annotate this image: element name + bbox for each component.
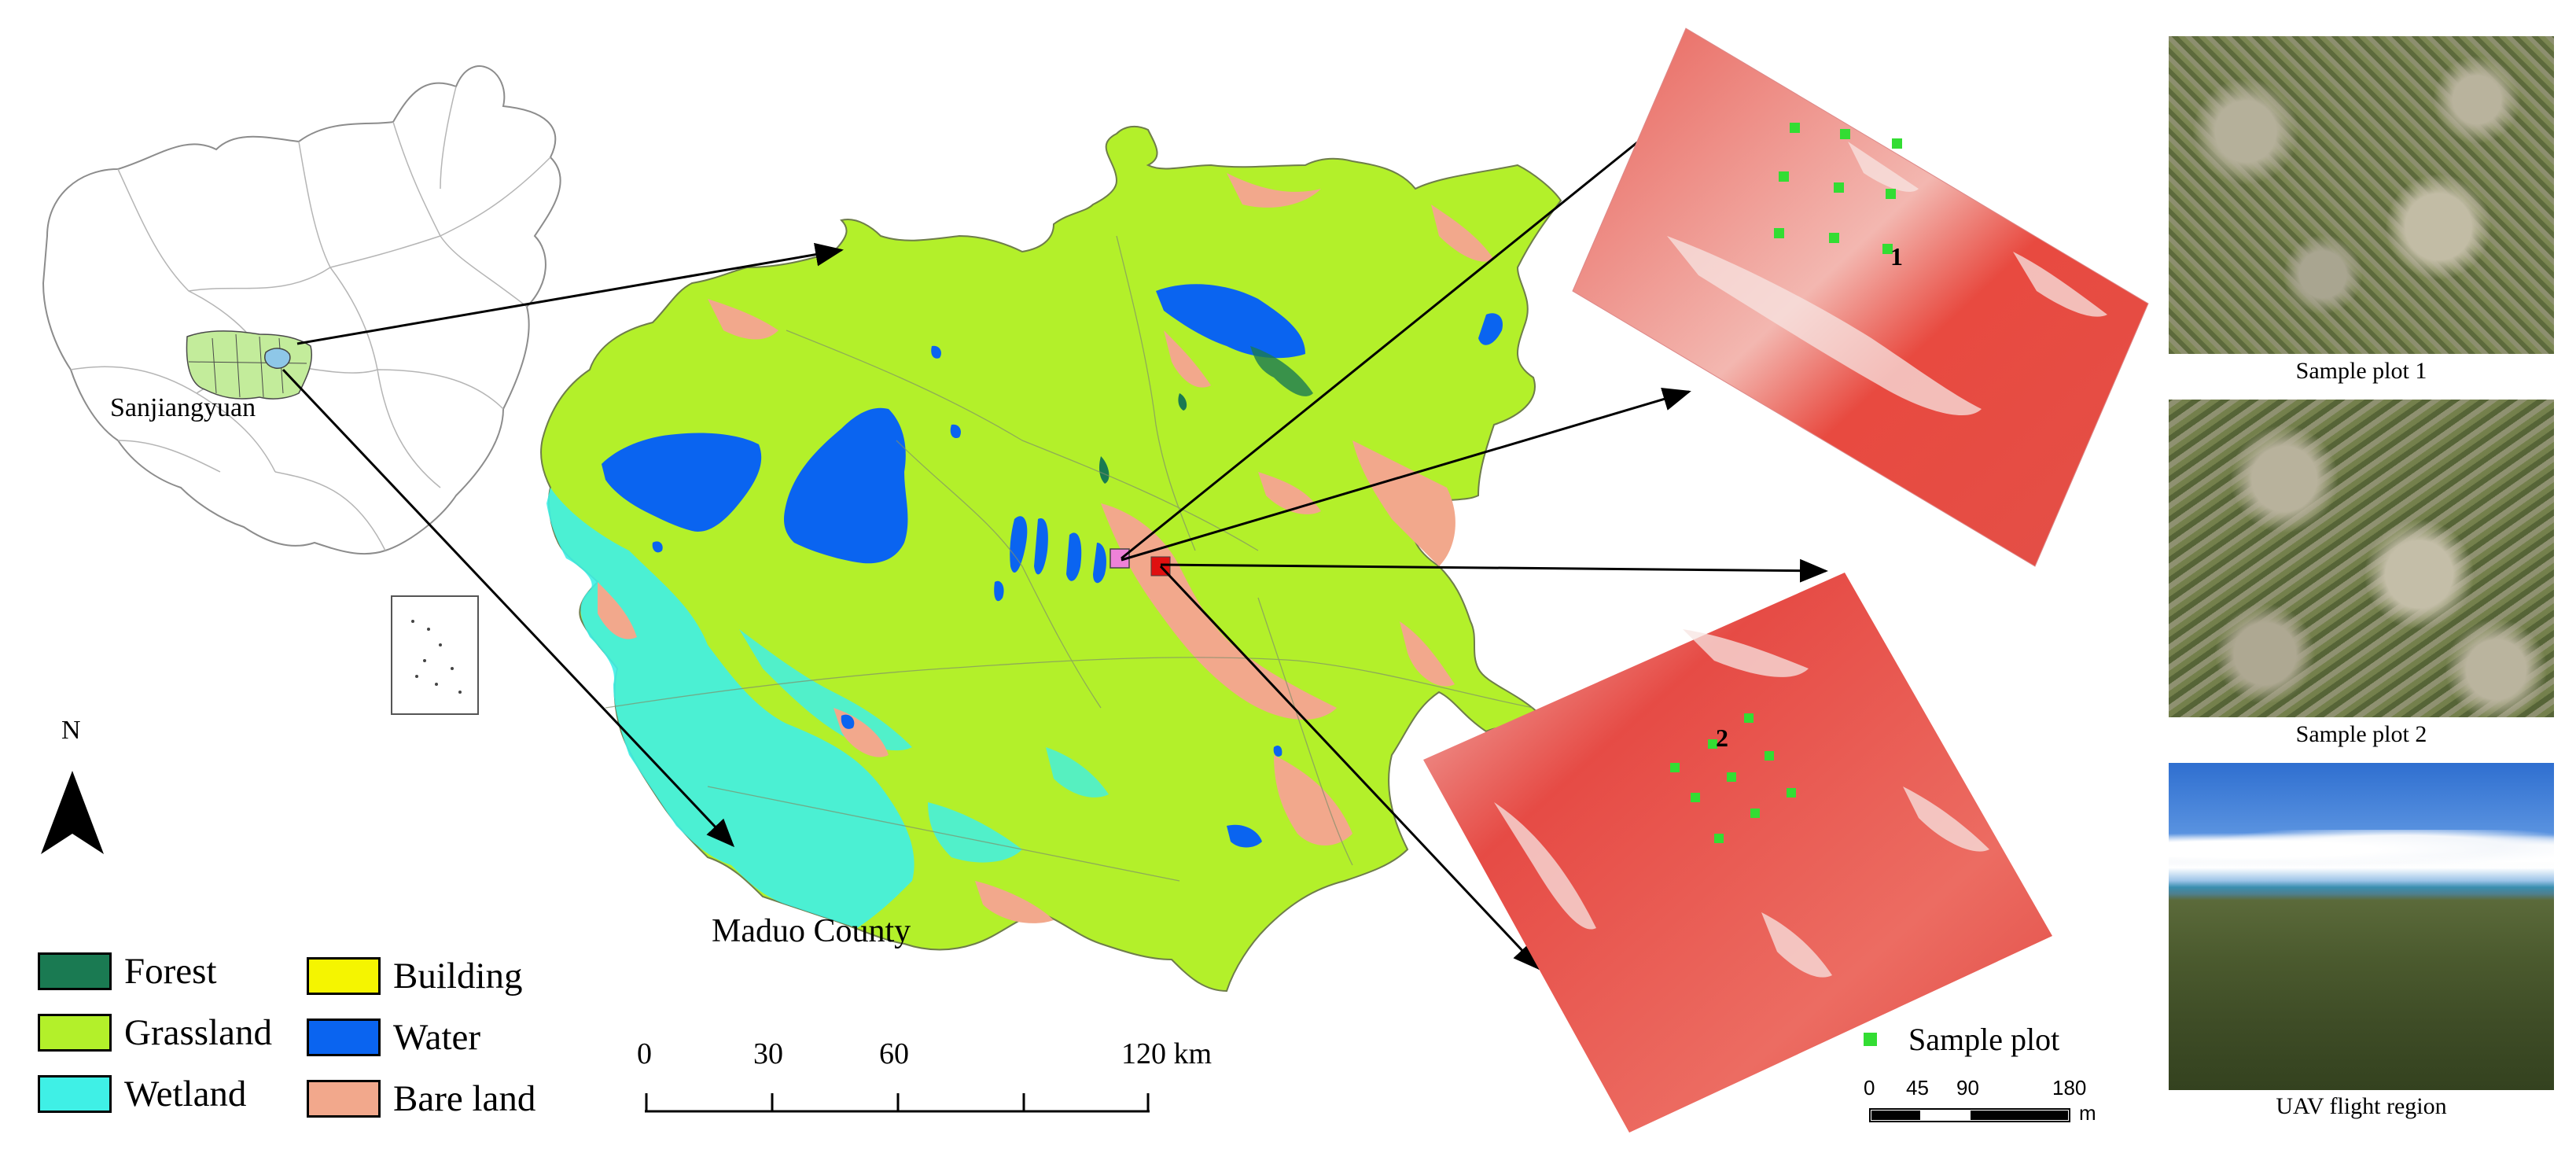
arrow-site2-to-image2-bottom	[1159, 565, 1542, 971]
lake-gyaring	[602, 433, 762, 532]
main-scale-tick-0: 0	[637, 1037, 652, 1070]
lake-ngoring	[784, 407, 908, 564]
main-scale-tick-60: 60	[879, 1037, 909, 1070]
china-outline	[42, 65, 561, 555]
main-scale-tick-30: 30	[753, 1037, 783, 1070]
maduo-county-map	[540, 125, 1562, 993]
photo-caption-2: Sample plot 2	[2295, 721, 2427, 747]
legend-wetland: Wetland	[38, 1073, 246, 1115]
sample-points-image-1	[1774, 123, 1902, 254]
maduo-location	[264, 348, 291, 369]
cloud-band	[2169, 830, 2554, 869]
photo-sample-plot-2	[2169, 400, 2554, 717]
county-wetland	[546, 488, 914, 928]
arrow-site1-to-image1-top	[1121, 99, 1691, 560]
sample-plot-label: Sample plot	[1908, 1022, 2060, 1057]
county-grassland	[540, 125, 1562, 993]
county-forest	[1098, 346, 1313, 484]
uav-scale-tick-90: 90	[1956, 1076, 1979, 1100]
uav2-plot-number: 2	[1716, 724, 1728, 752]
arrow-locator-to-county-top	[296, 242, 844, 345]
sample-plot-legend: Sample plot	[1864, 1021, 2059, 1058]
uav1-plot-number: 1	[1890, 242, 1903, 271]
main-scale-bar	[645, 1093, 1150, 1113]
uav-image-2	[1423, 573, 2052, 1133]
photo-caption-3: UAV flight region	[2276, 1093, 2447, 1119]
legend-building-label: Building	[393, 956, 523, 996]
legend-grassland: Grassland	[38, 1011, 272, 1054]
legend-forest: Forest	[38, 950, 217, 993]
uav-scale-tick-45: 45	[1906, 1076, 1929, 1100]
south-china-sea-inset	[391, 595, 479, 715]
arrow-site2-to-image2-top	[1160, 558, 1828, 583]
legend-forest-label: Forest	[124, 951, 217, 992]
legend-building: Building	[307, 955, 523, 997]
uav-scale-tick-180: 180	[2052, 1076, 2087, 1100]
legend-bare-land-swatch	[307, 1080, 381, 1118]
sample-points-image-2	[1670, 713, 1796, 843]
county-water	[602, 284, 1503, 848]
legend-water: Water	[307, 1016, 480, 1059]
uav-image-1	[1572, 28, 2149, 567]
north-arrow-icon	[41, 771, 104, 854]
legend-bare-land-label: Bare land	[393, 1078, 536, 1119]
connector-arrows	[282, 99, 1828, 971]
north-label: N	[61, 716, 81, 745]
legend-grassland-label: Grassland	[124, 1012, 272, 1053]
legend-wetland-swatch	[38, 1075, 112, 1113]
legend-water-label: Water	[393, 1017, 481, 1058]
locator-map	[42, 65, 561, 715]
arrow-locator-to-county-bottom	[282, 368, 735, 848]
legend-grassland-swatch	[38, 1014, 112, 1052]
arrow-site1-to-image1-bottom	[1121, 387, 1691, 562]
county-label: Maduo County	[712, 913, 911, 949]
uav-scale-unit: m	[2079, 1101, 2096, 1125]
photo-sample-plot-1	[2169, 36, 2554, 354]
sanjiangyuan-label: Sanjiangyuan	[110, 393, 256, 422]
legend-building-swatch	[307, 957, 381, 995]
sanjiangyuan-region	[186, 330, 313, 400]
photo-caption-1: Sample plot 1	[2295, 358, 2427, 384]
photo-uav-flight-region	[2169, 763, 2554, 1090]
main-scale-tick-120: 120 km	[1121, 1037, 1213, 1070]
legend-forest-swatch	[38, 952, 112, 990]
legend-bare-land: Bare land	[307, 1077, 535, 1120]
sample-plot-swatch	[1864, 1033, 1877, 1046]
uav-scale-tick-0: 0	[1864, 1076, 1875, 1100]
legend-water-swatch	[307, 1019, 381, 1056]
uav-scale-bar	[1869, 1108, 2070, 1122]
legend-wetland-label: Wetland	[124, 1074, 247, 1114]
